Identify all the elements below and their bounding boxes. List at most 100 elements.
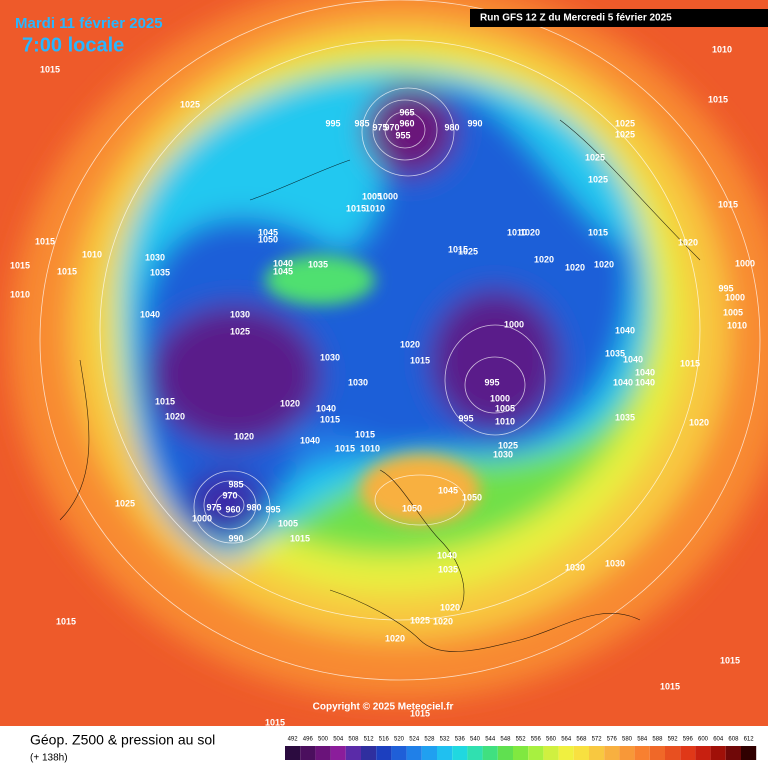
colorbar-swatch <box>528 746 544 760</box>
colorbar-label: 512 <box>364 737 375 743</box>
colorbar-swatch <box>573 746 589 760</box>
pressure-label: 1040 <box>300 435 320 445</box>
pressure-label: 1010 <box>712 44 732 54</box>
colorbar-label: 552 <box>516 737 527 743</box>
pressure-label: 1030 <box>230 309 250 319</box>
colorbar-label: 536 <box>455 737 466 743</box>
colorbar-swatch <box>589 746 605 760</box>
pressure-label: 1030 <box>348 377 368 387</box>
colorbar-swatch <box>391 746 407 760</box>
colorbar-label: 540 <box>470 737 481 743</box>
pressure-label: 1040 <box>316 403 336 413</box>
pressure-label: 1005 <box>278 518 298 528</box>
forecast-time: 7:00 locale <box>22 34 124 56</box>
pressure-label: 1015 <box>708 94 728 104</box>
colorbar-label: 604 <box>713 737 724 743</box>
colorbar-swatch <box>452 746 468 760</box>
pressure-label: 1010 <box>365 203 385 213</box>
pressure-label: 1025 <box>230 326 250 336</box>
colorbar-swatch <box>665 746 681 760</box>
pressure-label: 1015 <box>35 236 55 246</box>
pressure-label: 980 <box>444 122 459 132</box>
pressure-label: 1030 <box>493 449 513 459</box>
pressure-label: 1045 <box>438 485 458 495</box>
pressure-label: 995 <box>458 413 473 423</box>
colorbar-swatch <box>513 746 529 760</box>
colorbar-swatch <box>482 746 498 760</box>
pressure-label: 1020 <box>400 339 420 349</box>
pressure-label: 1035 <box>605 348 625 358</box>
pressure-label: 1040 <box>273 258 293 268</box>
colorbar-label: 588 <box>652 737 663 743</box>
colorbar-label: 608 <box>728 737 739 743</box>
colorbar-label: 580 <box>622 737 633 743</box>
pressure-label: 1010 <box>360 443 380 453</box>
pressure-label: 1015 <box>265 717 285 727</box>
colorbar-label: 516 <box>379 737 390 743</box>
colorbar-label: 572 <box>592 737 603 743</box>
colorbar-swatch <box>376 746 392 760</box>
colorbar-label: 524 <box>409 737 420 743</box>
pressure-label: 1025 <box>615 118 635 128</box>
pressure-label: 1040 <box>635 367 655 377</box>
pressure-label: 1010 <box>507 227 527 237</box>
pressure-label: 1025 <box>458 246 478 256</box>
pressure-label: 1025 <box>498 440 518 450</box>
colorbar-label: 576 <box>607 737 618 743</box>
pressure-label: 970 <box>384 122 399 132</box>
colorbar-swatch <box>680 746 696 760</box>
pressure-label: 1040 <box>615 325 635 335</box>
colorbar-swatch <box>619 746 635 760</box>
pressure-label: 1015 <box>346 203 366 213</box>
pressure-label: 995 <box>718 283 733 293</box>
pressure-label: 1010 <box>10 289 30 299</box>
colorbar-label: 560 <box>546 737 557 743</box>
pressure-label: 1030 <box>605 558 625 568</box>
pressure-label: 960 <box>225 504 240 514</box>
colorbar-swatch <box>649 746 665 760</box>
colorbar-label: 612 <box>744 737 755 743</box>
pressure-label: 1020 <box>565 262 585 272</box>
colorbar-swatch <box>300 746 316 760</box>
pressure-label: 980 <box>246 502 261 512</box>
pressure-label: 1035 <box>150 267 170 277</box>
colorbar-swatch <box>604 746 620 760</box>
product-title: Géop. Z500 & pression au sol <box>30 732 215 748</box>
colorbar-swatch <box>543 746 559 760</box>
copyright: Copyright © 2025 Meteociel.fr <box>313 702 454 713</box>
colorbar-swatch <box>437 746 453 760</box>
lead-time: (+ 138h) <box>30 753 68 764</box>
colorbar-swatch <box>741 746 757 760</box>
pressure-label: 970 <box>222 490 237 500</box>
pressure-label: 1000 <box>490 393 510 403</box>
colorbar-label: 548 <box>500 737 511 743</box>
pressure-label: 1040 <box>437 550 457 560</box>
pressure-label: 1020 <box>280 398 300 408</box>
pressure-label: 1050 <box>258 234 278 244</box>
pressure-label: 990 <box>467 118 482 128</box>
pressure-label: 1020 <box>534 254 554 264</box>
colorbar-label: 496 <box>303 737 314 743</box>
colorbar-label: 532 <box>440 737 451 743</box>
pressure-label: 1015 <box>155 396 175 406</box>
pressure-label: 1020 <box>440 602 460 612</box>
pressure-label: 965 <box>399 107 414 117</box>
pressure-label: 1010 <box>727 320 747 330</box>
pressure-label: 1015 <box>355 429 375 439</box>
pressure-label: 1015 <box>320 414 340 424</box>
pressure-label: 990 <box>228 533 243 543</box>
pressure-label: 1035 <box>615 412 635 422</box>
pressure-label: 1040 <box>635 377 655 387</box>
colorbar-label: 592 <box>668 737 679 743</box>
pressure-label: 1040 <box>140 309 160 319</box>
pressure-label: 1020 <box>689 417 709 427</box>
pressure-label: 1025 <box>115 498 135 508</box>
colorbar-swatch <box>345 746 361 760</box>
pressure-label: 1050 <box>462 492 482 502</box>
colorbar-swatch <box>695 746 711 760</box>
pressure-label: 985 <box>354 118 369 128</box>
colorbar-label: 600 <box>698 737 709 743</box>
pressure-label: 1030 <box>565 562 585 572</box>
pressure-label: 1020 <box>433 616 453 626</box>
